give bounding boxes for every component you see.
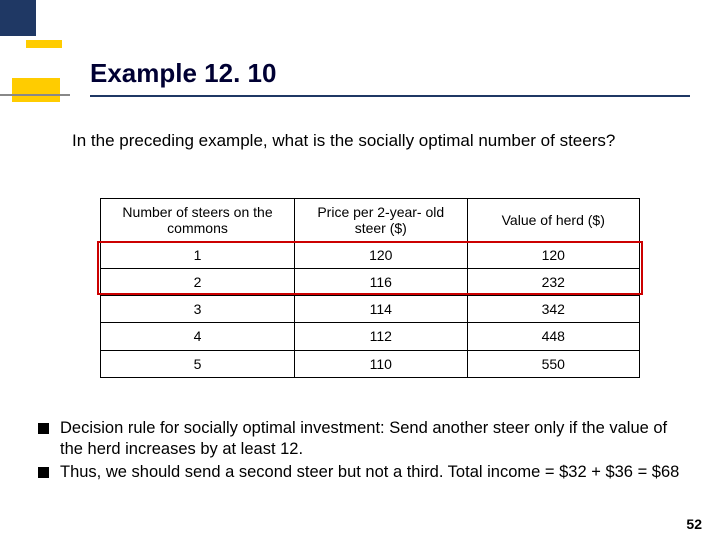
table-header-row: Number of steers on the commons Price pe…	[101, 199, 640, 242]
bullet-item: Decision rule for socially optimal inves…	[34, 418, 680, 460]
col-header: Price per 2-year- old steer ($)	[295, 199, 467, 242]
table-cell: 342	[467, 296, 640, 323]
table-cell: 232	[467, 269, 640, 296]
table-row: 2116232	[101, 269, 640, 296]
deco-bar-2	[12, 78, 60, 102]
col-header: Number of steers on the commons	[101, 199, 295, 242]
deco-bar-1	[26, 40, 62, 48]
table-cell: 2	[101, 269, 295, 296]
table-cell: 110	[295, 350, 467, 377]
table-cell: 116	[295, 269, 467, 296]
data-table: Number of steers on the commons Price pe…	[100, 198, 640, 378]
table-cell: 5	[101, 350, 295, 377]
table-row: 1120120	[101, 242, 640, 269]
deco-line	[0, 94, 70, 96]
bullet-list: Decision rule for socially optimal inves…	[34, 418, 680, 485]
table-cell: 114	[295, 296, 467, 323]
intro-text: In the preceding example, what is the so…	[72, 130, 680, 152]
table-cell: 112	[295, 323, 467, 350]
table-cell: 448	[467, 323, 640, 350]
table-row: 5110550	[101, 350, 640, 377]
table-cell: 120	[295, 242, 467, 269]
table-cell: 120	[467, 242, 640, 269]
table-cell: 550	[467, 350, 640, 377]
col-header: Value of herd ($)	[467, 199, 640, 242]
table-row: 3114342	[101, 296, 640, 323]
deco-square	[0, 0, 36, 36]
table-cell: 3	[101, 296, 295, 323]
slide-title: Example 12. 10	[90, 58, 690, 97]
page-number: 52	[686, 516, 702, 532]
data-table-container: Number of steers on the commons Price pe…	[100, 198, 640, 378]
bullet-item: Thus, we should send a second steer but …	[34, 462, 680, 483]
corner-decoration	[0, 0, 70, 105]
table-cell: 1	[101, 242, 295, 269]
table-row: 4112448	[101, 323, 640, 350]
table-cell: 4	[101, 323, 295, 350]
